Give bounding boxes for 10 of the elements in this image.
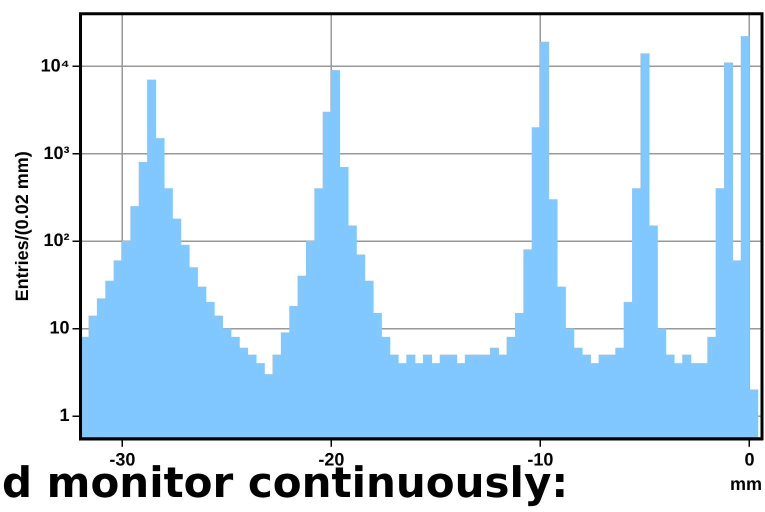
x-axis-title: mm: [730, 474, 762, 494]
y-tick-label: 10²: [44, 230, 70, 250]
y-tick-label: 10³: [44, 142, 70, 163]
x-tick-label: 0: [744, 450, 754, 470]
x-tick-label: -30: [109, 450, 136, 470]
y-tick-label: 10: [49, 318, 70, 338]
y-tick-label: 10⁴: [40, 55, 70, 76]
y-tick-label: 1: [60, 405, 70, 426]
y-axis-title: Entries/(0.02 mm): [12, 151, 32, 302]
x-tick-label: -10: [527, 450, 554, 470]
